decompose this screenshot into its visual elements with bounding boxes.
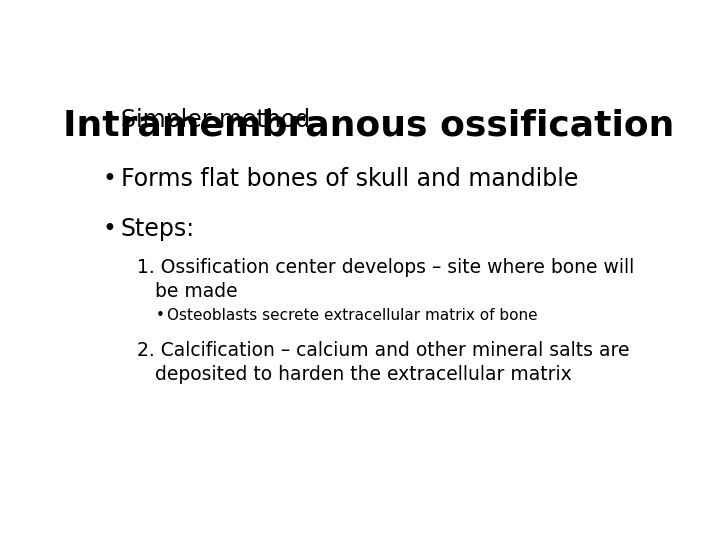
Text: Intramembranous ossification: Intramembranous ossification — [63, 109, 675, 143]
Text: Steps:: Steps: — [121, 217, 195, 240]
Text: •: • — [102, 109, 116, 132]
Text: Simpler method: Simpler method — [121, 109, 310, 132]
Text: Forms flat bones of skull and mandible: Forms flat bones of skull and mandible — [121, 167, 578, 191]
Text: •: • — [102, 217, 116, 240]
Text: 2. Calcification – calcium and other mineral salts are
   deposited to harden th: 2. Calcification – calcium and other min… — [138, 341, 630, 384]
Text: 1. Ossification center develops – site where bone will
   be made: 1. Ossification center develops – site w… — [138, 258, 635, 301]
Text: Osteoblasts secrete extracellular matrix of bone: Osteoblasts secrete extracellular matrix… — [167, 308, 538, 323]
Text: •: • — [102, 167, 116, 191]
Text: •: • — [156, 308, 165, 323]
